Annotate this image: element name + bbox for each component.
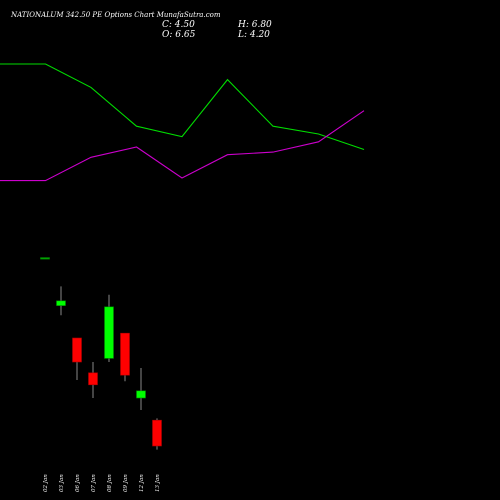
overlay-line-1 <box>0 63 365 151</box>
candle-8 <box>152 418 162 450</box>
x-tick-label: 09 Jan <box>123 474 129 492</box>
overlay-lines <box>0 63 365 182</box>
candles <box>40 257 162 450</box>
candle-body <box>152 419 162 447</box>
x-tick-label: 03 Jan <box>59 474 65 492</box>
candle-body <box>40 257 50 260</box>
high-value: H: 6.80 <box>237 20 272 30</box>
candle-body <box>88 372 98 386</box>
candle-1 <box>40 257 50 260</box>
candle-body <box>104 306 114 359</box>
candle-6 <box>120 332 130 382</box>
x-tick-label: 07 Jan <box>91 474 97 492</box>
x-tick-label: 02 Jan <box>43 474 49 492</box>
x-tick-label: 13 Jan <box>155 474 161 492</box>
close-value: C: 4.50 <box>162 20 195 30</box>
x-axis-ticks: 02 Jan 03 Jan 06 Jan 07 Jan 08 Jan 09 Jan 12 J… <box>43 474 161 492</box>
candle-2 <box>56 286 66 316</box>
low-value: L: 4.20 <box>237 30 270 40</box>
candle-5 <box>104 294 114 362</box>
x-tick-label: 06 Jan <box>75 474 81 492</box>
open-value: O: 6.65 <box>162 30 196 40</box>
candle-body <box>136 390 146 399</box>
candle-body <box>56 300 66 306</box>
overlay-line-2 <box>0 110 365 182</box>
candle-4 <box>88 362 98 398</box>
candle-body <box>72 337 82 363</box>
candle-7 <box>136 368 146 410</box>
candle-body <box>120 332 130 376</box>
candle-3 <box>72 337 82 380</box>
x-tick-label: 12 Jan <box>139 474 145 492</box>
x-tick-label: 08 Jan <box>107 474 113 492</box>
chart-title: NATIONALUM 342.50 PE Options Chart Munaf… <box>10 11 221 19</box>
